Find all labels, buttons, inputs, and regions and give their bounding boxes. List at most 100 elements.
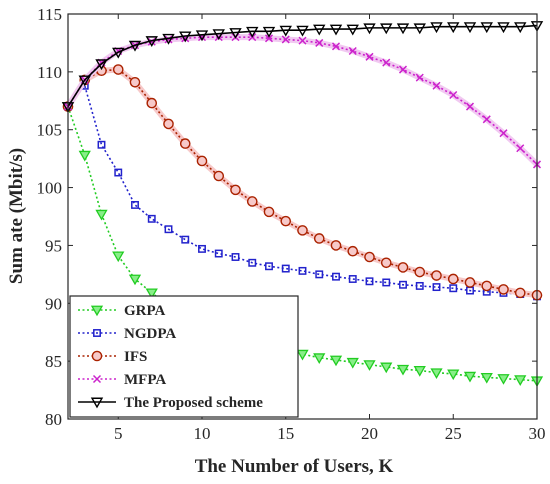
data-point xyxy=(164,225,173,234)
data-point xyxy=(348,275,357,283)
x-tick-label: 15 xyxy=(277,424,294,443)
data-point xyxy=(147,37,156,46)
data-point xyxy=(128,274,142,286)
data-point xyxy=(78,75,91,87)
y-tick-label: 95 xyxy=(45,236,62,255)
data-point xyxy=(112,251,125,263)
data-point xyxy=(129,76,141,88)
y-tick-label: 105 xyxy=(37,121,63,140)
data-point xyxy=(480,372,493,384)
data-point xyxy=(181,235,190,244)
axes-box xyxy=(67,13,538,420)
data-point xyxy=(128,40,142,52)
data-point xyxy=(331,42,341,51)
data-point xyxy=(449,90,458,100)
data-point xyxy=(329,355,343,367)
legend-label: MFPA xyxy=(124,372,166,388)
data-point xyxy=(78,150,91,162)
data-point xyxy=(380,23,393,35)
data-point xyxy=(363,23,376,35)
x-tick-label: 10 xyxy=(194,424,211,443)
data-point xyxy=(195,30,209,42)
data-point xyxy=(229,28,242,39)
data-point xyxy=(481,280,493,292)
data-point xyxy=(380,257,392,269)
data-point xyxy=(365,52,374,61)
data-point xyxy=(396,364,410,376)
data-point xyxy=(380,362,393,374)
legend-label: IFS xyxy=(124,349,147,365)
data-point xyxy=(231,253,240,261)
data-point xyxy=(198,244,206,253)
data-point xyxy=(179,31,192,43)
y-tick-label: 90 xyxy=(45,294,62,313)
data-point xyxy=(248,258,257,267)
data-point xyxy=(482,115,491,124)
data-point xyxy=(213,170,225,182)
data-point xyxy=(162,33,175,45)
legend-box xyxy=(69,295,299,418)
data-point xyxy=(348,46,357,56)
x-tick-label: 30 xyxy=(529,424,546,443)
y-tick-label: 115 xyxy=(37,5,62,24)
data-point xyxy=(413,365,426,377)
data-point xyxy=(281,264,290,273)
legend-item: MFPA xyxy=(78,372,166,388)
legend: GRPA NGDPA IFS MFPA The Proposed scheme xyxy=(69,295,299,418)
data-point xyxy=(332,272,340,281)
data-point xyxy=(112,47,125,59)
data-point xyxy=(514,287,526,299)
data-point xyxy=(516,144,525,153)
legend-item: The Proposed scheme xyxy=(78,395,263,411)
series-ifs xyxy=(62,64,543,301)
data-point xyxy=(432,283,441,292)
data-point xyxy=(431,270,442,281)
legend-item: NGDPA xyxy=(78,326,176,342)
data-point xyxy=(280,215,292,227)
data-point xyxy=(480,22,493,34)
data-point xyxy=(313,24,326,36)
data-point xyxy=(363,360,376,371)
data-point xyxy=(146,97,158,109)
data-point xyxy=(97,140,106,149)
data-point xyxy=(497,22,510,34)
data-point xyxy=(298,36,307,45)
legend-label: GRPA xyxy=(124,303,166,319)
data-point xyxy=(430,368,443,380)
legend-item: IFS xyxy=(78,349,147,365)
legend-marker xyxy=(90,305,104,317)
data-point xyxy=(147,214,156,223)
data-point xyxy=(382,278,391,287)
data-point xyxy=(463,371,477,383)
data-point xyxy=(164,35,173,44)
data-point xyxy=(298,266,307,275)
data-point xyxy=(413,23,426,35)
x-tick-label: 25 xyxy=(445,424,462,443)
legend-label: NGDPA xyxy=(124,326,176,342)
data-point xyxy=(95,209,108,221)
data-point xyxy=(447,22,460,34)
x-tick-label: 5 xyxy=(114,424,123,443)
data-point xyxy=(465,102,475,111)
data-point xyxy=(262,26,276,38)
data-point xyxy=(264,34,274,43)
data-point xyxy=(463,22,477,34)
data-point xyxy=(397,262,409,273)
y-tick-label: 110 xyxy=(37,63,62,82)
series-ngdpa xyxy=(64,81,541,301)
data-point xyxy=(398,65,408,74)
data-point xyxy=(365,277,374,286)
data-point xyxy=(315,38,324,47)
data-point xyxy=(296,349,309,361)
data-point xyxy=(430,22,443,34)
legend-marker xyxy=(91,350,103,362)
data-point xyxy=(212,29,225,41)
data-point xyxy=(265,262,273,271)
series-the-proposed-scheme xyxy=(61,21,544,113)
data-point xyxy=(196,155,208,167)
data-point xyxy=(214,249,223,258)
data-point xyxy=(347,245,359,257)
data-point xyxy=(497,374,510,385)
legend-marker xyxy=(92,374,102,384)
